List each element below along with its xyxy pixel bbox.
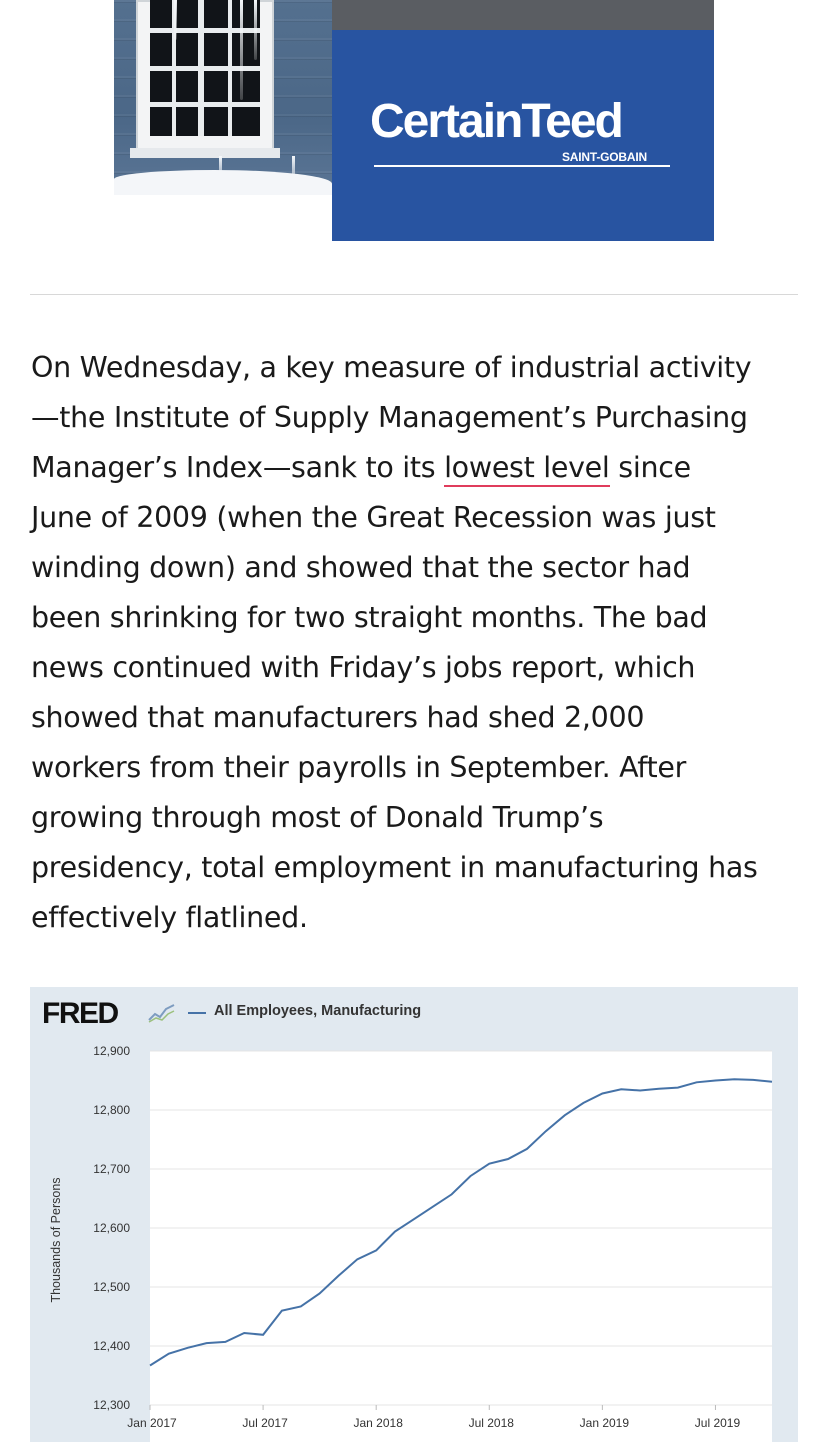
y-tick-label: 12,900 [93, 1044, 130, 1058]
window-glass [150, 0, 260, 136]
x-tick-label: Jul 2018 [469, 1416, 515, 1430]
series-line-manufacturing [149, 1078, 773, 1367]
ad-roof [332, 0, 714, 30]
chart-plot: 12,300 12,400 12,500 12,600 12,700 12,800 12,9… [49, 1044, 773, 1442]
article-text: Manager’s Index—sank to its [31, 451, 445, 484]
ad-brand-logo: CertainTeed [370, 95, 624, 148]
fred-logo: FRED [42, 997, 119, 1030]
icicle-icon [292, 156, 295, 186]
fred-trend-icon [148, 1004, 175, 1023]
article-line: news continued with Friday’s jobs report… [31, 651, 696, 684]
ad-sub-brand: SAINT-GOBAIN [562, 150, 647, 164]
article-line: winding down) and showed that the sector… [31, 551, 691, 584]
article-line: On Wednesday, a key measure of industria… [31, 351, 752, 384]
x-tick-label: Jan 2019 [580, 1416, 630, 1430]
article-line: showed that manufacturers had shed 2,000 [31, 701, 645, 734]
y-tick-label: 12,400 [93, 1339, 130, 1353]
x-tick-label: Jul 2017 [242, 1416, 288, 1430]
y-tick-label: 12,500 [93, 1280, 130, 1294]
article-line: —the Institute of Supply Management’s Pu… [31, 401, 748, 434]
y-tick-label: 12,800 [93, 1103, 130, 1117]
ad-brand-panel[interactable]: CertainTeed SAINT-GOBAIN [332, 30, 714, 241]
article-line: growing through most of Donald Trump’s [31, 801, 604, 834]
advertisement[interactable]: CertainTeed SAINT-GOBAIN [114, 0, 714, 241]
icicle-icon [240, 0, 243, 100]
article-line: presidency, total employment in manufact… [31, 851, 758, 884]
article-text: since [609, 451, 691, 484]
article-line-with-link: Manager’s Index—sank to its lowest level… [31, 443, 803, 493]
chart-legend: All Employees, Manufacturing [214, 1003, 422, 1019]
snow-bank [114, 170, 332, 195]
x-tick-label: Jul 2019 [695, 1416, 741, 1430]
article-line: been shrinking for two straight months. … [31, 601, 708, 634]
y-tick-label: 12,600 [93, 1221, 130, 1235]
y-tick-label: 12,300 [93, 1398, 130, 1412]
y-tick-label: 12,700 [93, 1162, 130, 1176]
window-sill [130, 148, 280, 158]
article-paragraph: On Wednesday, a key measure of industria… [31, 343, 803, 943]
icicle-icon [174, 0, 177, 40]
article-line: June of 2009 (when the Great Recession w… [31, 501, 716, 534]
plot-area [150, 1051, 772, 1442]
lowest-level-link[interactable]: lowest level [444, 451, 610, 487]
x-tick-label: Jan 2017 [127, 1416, 177, 1430]
icicle-icon [254, 0, 257, 60]
ad-brand-underline [374, 165, 670, 167]
article-line: workers from their payrolls in September… [31, 751, 687, 784]
fred-chart[interactable]: FRED All Employees, Manufacturing 12,300… [30, 987, 798, 1442]
ad-photo-window [114, 0, 332, 195]
y-axis-label: Thousands of Persons [49, 1177, 63, 1302]
legend-swatch [188, 1012, 206, 1014]
section-divider [30, 294, 798, 295]
x-tick-label: Jan 2018 [353, 1416, 403, 1430]
article-line: effectively flatlined. [31, 901, 308, 934]
